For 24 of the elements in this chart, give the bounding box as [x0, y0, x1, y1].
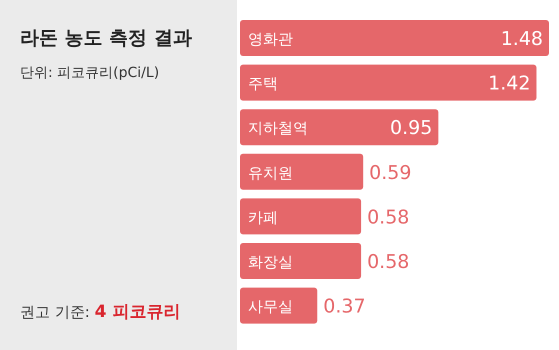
data-label: 0.58: [367, 251, 410, 273]
text: 라돈 농도 측정 결과: [20, 27, 192, 49]
y-tick-label: 화장실: [248, 253, 293, 271]
y-tick-label: 주택: [248, 74, 278, 93]
data-label: 1.42: [488, 72, 530, 95]
data-label: 0.59: [369, 162, 412, 184]
bar: [240, 154, 364, 190]
bar: [240, 243, 362, 279]
bar: [240, 198, 362, 234]
bar: [240, 20, 549, 56]
y-tick-label: 영화관: [248, 30, 293, 48]
data-label: 0.95: [390, 117, 432, 140]
text: 권고 기준: 4 피코큐리: [20, 302, 180, 322]
y-tick-label: 사무실: [248, 298, 293, 316]
y-tick-label: 지하철역: [248, 119, 308, 138]
bar: [240, 288, 318, 324]
bar: [240, 109, 438, 146]
bar: [240, 64, 536, 101]
text: 단위: 피코큐리(pCi/L): [20, 65, 160, 81]
y-tick-label: 유치원: [248, 164, 293, 182]
data-label: 1.48: [500, 28, 543, 50]
data-label: 0.37: [323, 296, 366, 318]
y-tick-label: 카페: [248, 208, 278, 226]
data-label: 0.58: [367, 206, 410, 228]
